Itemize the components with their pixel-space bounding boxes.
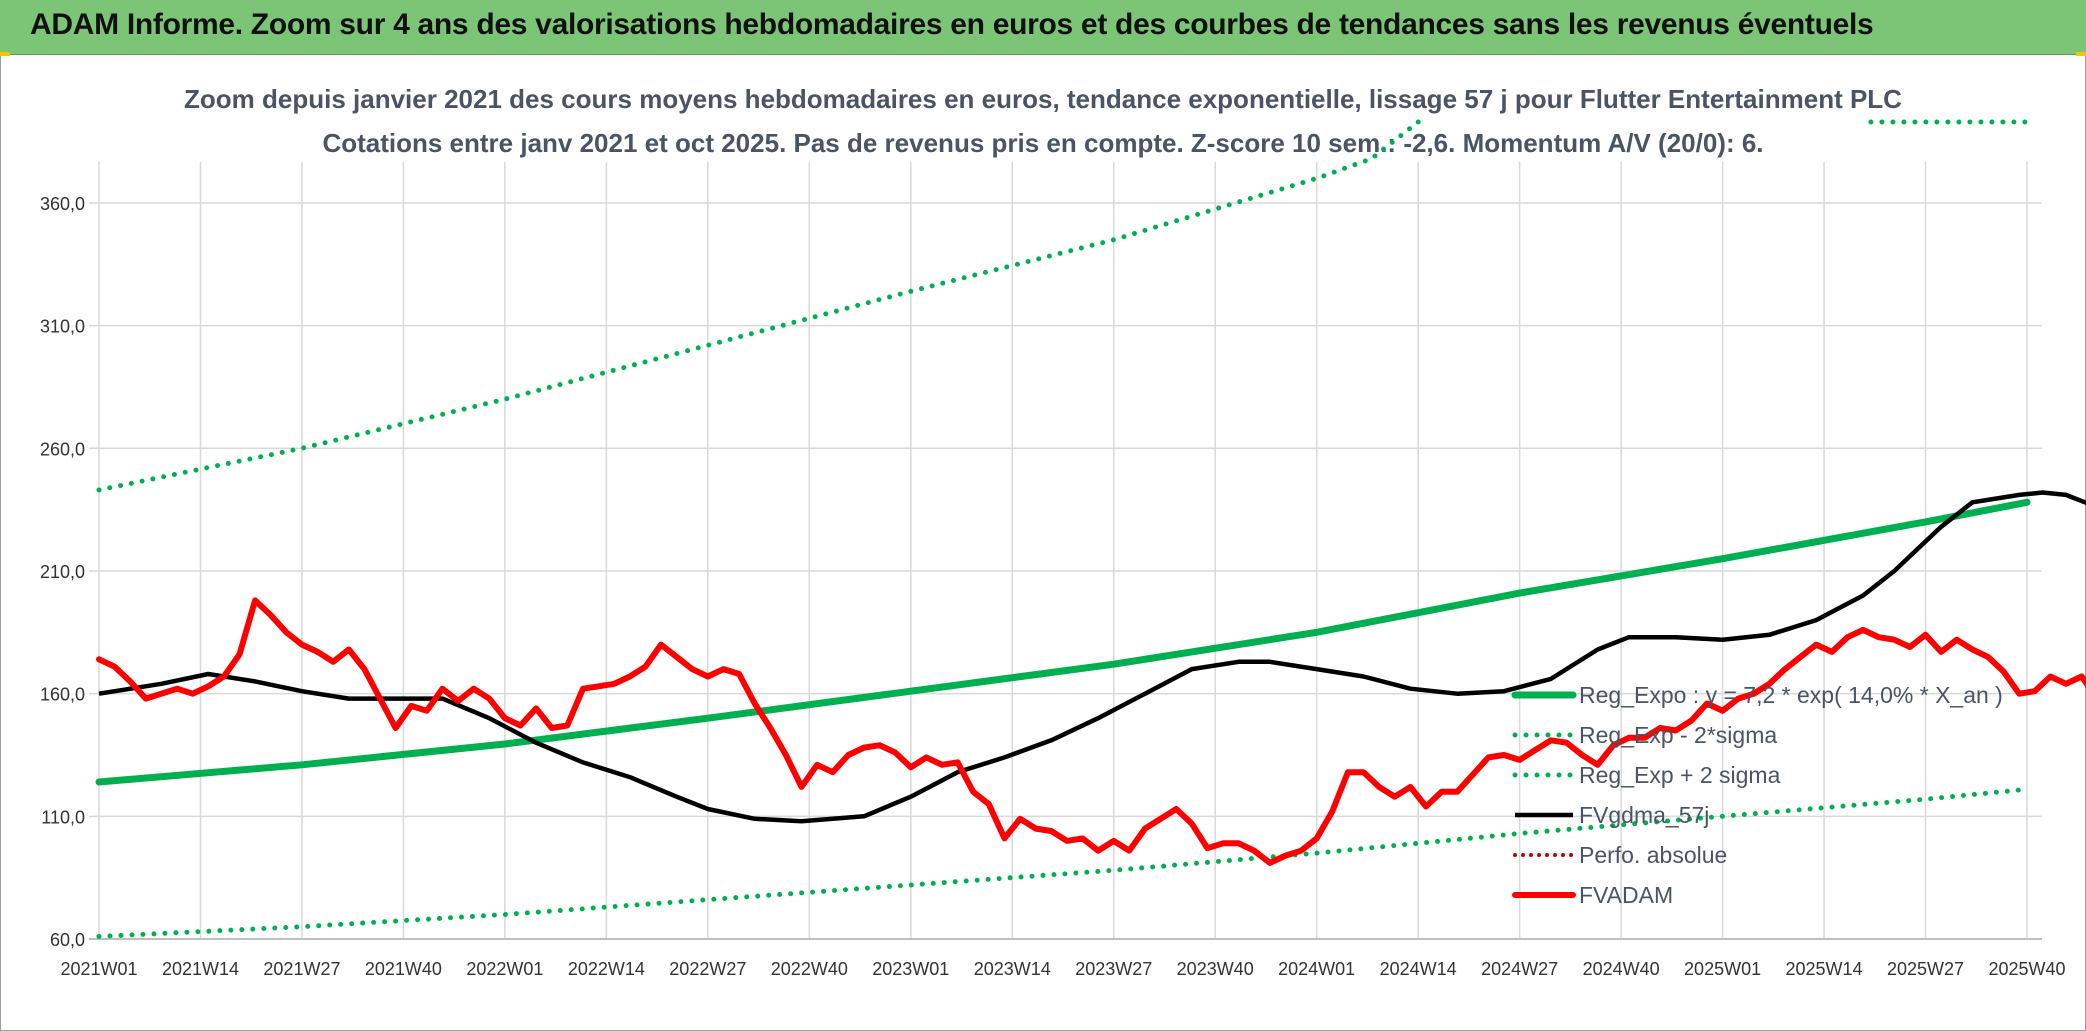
x-tick-label: 2023W40	[1177, 959, 1254, 979]
series-line-reg-exp-2-sigma	[96, 786, 2030, 939]
x-tick-label: 2023W01	[872, 959, 949, 979]
legend-label: Reg_Exp - 2*sigma	[1579, 722, 1777, 748]
x-tick-label: 2025W01	[1684, 959, 1761, 979]
x-tick-label: 2021W27	[263, 959, 340, 979]
legend-label: FVADAM	[1579, 882, 1673, 908]
legend-label: Perfo. absolue	[1579, 842, 1727, 868]
legend-label: Reg_Exp + 2 sigma	[1579, 762, 1781, 788]
series-line-reg-expo-y-7-2-exp-14-0-x-an	[95, 498, 2031, 786]
banner-corner-right	[2076, 52, 2086, 56]
y-tick-label: 110,0	[41, 807, 85, 827]
x-tick-label: 2021W40	[365, 959, 442, 979]
series	[95, 119, 2086, 939]
x-tick-label: 2022W01	[466, 959, 543, 979]
grid	[89, 162, 2042, 940]
report-banner: ADAM Informe. Zoom sur 4 ans des valoris…	[0, 0, 2086, 55]
x-tick-label: 2021W14	[162, 959, 239, 979]
x-tick-label: 2022W27	[669, 959, 746, 979]
y-tick-label: 260,0	[40, 439, 85, 459]
x-tick-label: 2024W40	[1583, 959, 1660, 979]
x-tick-label: 2025W40	[1988, 959, 2065, 979]
chart-title: Zoom depuis janvier 2021 des cours moyen…	[184, 84, 1902, 114]
x-tick-label: 2022W40	[771, 959, 848, 979]
x-tick-label: 2025W27	[1887, 959, 1964, 979]
chart-subtitle: Cotations entre janv 2021 et oct 2025. P…	[322, 128, 1764, 158]
series-line-fvgdma-57j	[98, 490, 2086, 824]
y-tick-label: 160,0	[40, 685, 85, 705]
x-tick-label: 2025W14	[1786, 959, 1863, 979]
series-line-reg-exp-2-sigma	[96, 119, 1421, 493]
x-tick-label: 2023W14	[974, 959, 1051, 979]
y-tick-label: 360,0	[40, 194, 85, 214]
legend-label: Reg_Expo : y = 7,2 * exp( 14,0% * X_an )	[1579, 682, 2003, 708]
x-tick-label: 2022W14	[568, 959, 645, 979]
x-tick-label: 2024W01	[1278, 959, 1355, 979]
axes: 2021W01 2021W14 2021W27 2021W40 2022W01 2022W…	[40, 194, 2066, 979]
y-tick-label: 210,0	[40, 562, 85, 582]
x-tick-label: 2024W14	[1380, 959, 1457, 979]
y-tick-label: 310,0	[40, 317, 85, 337]
report-banner-title: ADAM Informe. Zoom sur 4 ans des valoris…	[30, 8, 1874, 41]
x-tick-label: 2021W01	[60, 959, 137, 979]
banner-corner-left	[0, 52, 10, 56]
x-tick-label: 2023W27	[1075, 959, 1152, 979]
series-line-fvadam	[96, 597, 2086, 866]
y-tick-label: 60,0	[50, 930, 85, 950]
x-tick-label: 2024W27	[1481, 959, 1558, 979]
legend: Reg_Expo : y = 7,2 * exp( 14,0% * X_an )…	[1511, 682, 2003, 908]
legend-label: FVgdma_57j	[1579, 802, 1709, 828]
